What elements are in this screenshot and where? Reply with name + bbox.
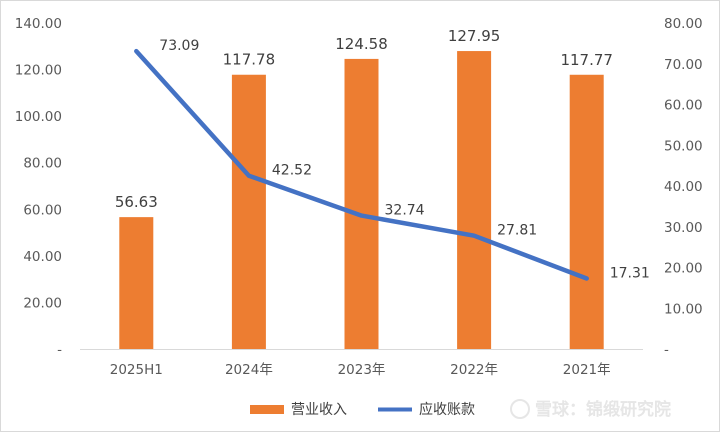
- left-tick-label: 60.00: [23, 202, 62, 218]
- revenue-bar-label: 124.58: [335, 35, 388, 53]
- receivables-line-label: 32.74: [385, 203, 425, 219]
- right-tick-label: 20.00: [664, 261, 703, 277]
- category-label: 2023年: [338, 362, 386, 378]
- left-y-axis-ticks: - 20.00 40.00 60.00 80.00 100.00 120.00 140.00: [15, 16, 62, 358]
- watermark-text: 雪球：锦缎研究院: [535, 399, 671, 420]
- right-tick-label: 70.00: [664, 57, 703, 73]
- receivables-line: [134, 48, 589, 281]
- revenue-bar-label: 56.63: [115, 193, 158, 211]
- watermark: 雪球：锦缎研究院: [510, 399, 671, 420]
- legend-bar-swatch: [250, 405, 284, 414]
- receivables-line-label: 73.09: [159, 38, 199, 54]
- legend-label-revenue: 营业收入: [291, 402, 347, 418]
- revenue-bar: [457, 51, 492, 349]
- receivables-line-label: 27.81: [497, 223, 537, 239]
- bar-series: [119, 51, 604, 350]
- category-label: 2025H1: [110, 362, 163, 378]
- receivables-line-label: 17.31: [610, 265, 650, 281]
- revenue-bar: [569, 74, 604, 349]
- left-tick-label: 80.00: [23, 156, 62, 172]
- right-tick-label: -: [664, 342, 669, 358]
- category-label: 2022年: [450, 362, 498, 378]
- left-tick-label: 100.00: [15, 109, 62, 125]
- left-tick-label: 40.00: [23, 249, 62, 265]
- right-tick-label: 40.00: [664, 179, 703, 195]
- category-labels: 2025H1 2024年 2023年 2022年 2021年: [110, 362, 611, 378]
- receivables-line-label: 42.52: [272, 163, 312, 179]
- legend-label-receivables: 应收账款: [419, 401, 475, 418]
- revenue-bar: [119, 217, 154, 349]
- right-tick-label: 30.00: [664, 220, 703, 236]
- left-tick-label: -: [57, 342, 62, 358]
- snowball-logo-icon: [510, 399, 530, 419]
- category-label: 2024年: [225, 362, 273, 378]
- bar-data-labels: 56.63 117.78 124.58 127.95 117.77: [115, 27, 613, 211]
- right-tick-label: 80.00: [664, 16, 703, 32]
- category-label: 2021年: [563, 362, 611, 378]
- left-tick-label: 120.00: [15, 63, 62, 79]
- legend: 营业收入 应收账款: [250, 401, 475, 418]
- right-tick-label: 10.00: [664, 301, 703, 317]
- left-tick-label: 20.00: [23, 295, 62, 311]
- left-tick-label: 140.00: [15, 16, 62, 32]
- line-series-layer: [134, 48, 589, 281]
- right-tick-label: 60.00: [664, 98, 703, 114]
- line-data-labels: 73.09 42.52 32.74 27.81 17.31: [159, 38, 649, 281]
- right-y-axis-ticks: - 10.00 20.00 30.00 40.00 50.00 60.00 70.00 80.0…: [664, 16, 703, 358]
- revenue-bar: [344, 58, 379, 350]
- revenue-bar-label: 117.78: [223, 51, 276, 69]
- revenue-bar-label: 117.77: [560, 51, 613, 69]
- revenue-bar-label: 127.95: [448, 27, 501, 45]
- revenue-bar: [231, 74, 266, 350]
- right-tick-label: 50.00: [664, 138, 703, 154]
